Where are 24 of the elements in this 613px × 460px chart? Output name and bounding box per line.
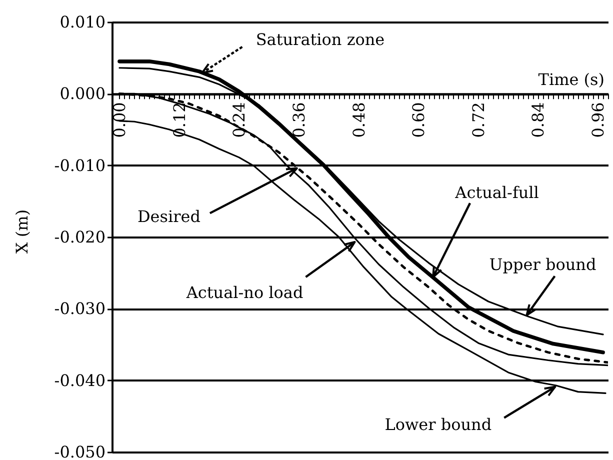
y-tick-label: -0.010 xyxy=(54,156,106,175)
x-tick-label: 0.36 xyxy=(289,102,308,138)
y-tick-label: 0.010 xyxy=(60,12,106,32)
x-tick-label: 0.72 xyxy=(468,102,488,138)
x-tick-label: 0.12 xyxy=(170,102,189,138)
x-tick-label: 0.48 xyxy=(349,102,368,138)
y-tick-label: -0.020 xyxy=(54,228,106,246)
annotation: Lower bound xyxy=(384,414,492,434)
x-tick-label: 0.00 xyxy=(110,102,129,138)
x-tick-label: 0.84 xyxy=(528,102,548,138)
y-tick-label: -0.030 xyxy=(54,299,106,318)
annotation: Upper bound xyxy=(489,255,596,274)
annotation: Desired xyxy=(137,207,200,226)
annotation: Actual-no load xyxy=(185,283,304,302)
x-tick-label: 0.96 xyxy=(588,102,608,138)
x-axis-title: Time (s) xyxy=(538,70,604,90)
y-tick-label: -0.040 xyxy=(54,370,106,390)
y-tick-label: -0.050 xyxy=(54,442,106,460)
y-tick-label: 0.000 xyxy=(60,84,106,104)
x-tick-label: 0.60 xyxy=(409,102,428,138)
annotation: Saturation zone xyxy=(256,30,385,49)
annotation: Actual-full xyxy=(454,183,539,202)
y-axis-title: X (m) xyxy=(12,209,32,254)
x-tick-label: 0.24 xyxy=(230,102,249,138)
